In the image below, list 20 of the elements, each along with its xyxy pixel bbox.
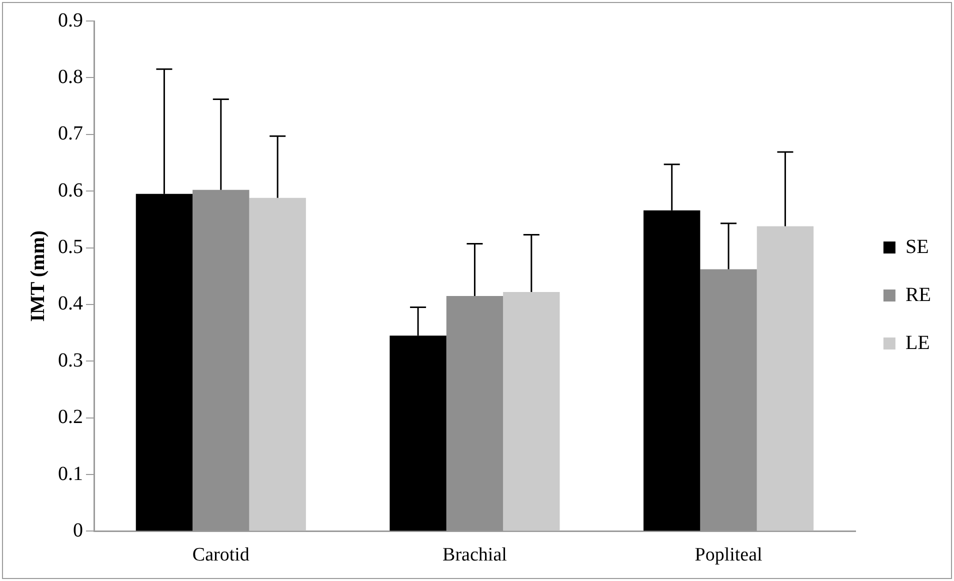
- y-tick-label: 0.3: [58, 349, 83, 372]
- y-tick-label: 0.7: [58, 122, 83, 145]
- legend-label: LE: [905, 332, 930, 354]
- bar: [756, 226, 814, 531]
- y-tick-label: 0: [73, 519, 83, 542]
- bar: [249, 198, 306, 531]
- bar: [503, 292, 560, 531]
- legend-label: RE: [905, 284, 932, 306]
- y-tick-label: 0.6: [58, 179, 83, 202]
- x-tick-label: Popliteal: [694, 544, 762, 566]
- y-tick-label: 0.2: [58, 406, 83, 428]
- y-tick-label: 0.4: [58, 292, 83, 315]
- y-tick-label: 0.5: [58, 236, 83, 258]
- y-tick-label: 0.8: [58, 66, 83, 88]
- legend-label: SE: [905, 236, 929, 258]
- x-tick-label: Carotid: [192, 544, 250, 566]
- y-tick-label: 0.9: [58, 9, 83, 32]
- y-tick-label: 0.1: [58, 462, 83, 485]
- y-axis-title: IMT (mm): [27, 230, 50, 322]
- x-tick-label: Brachial: [442, 544, 507, 566]
